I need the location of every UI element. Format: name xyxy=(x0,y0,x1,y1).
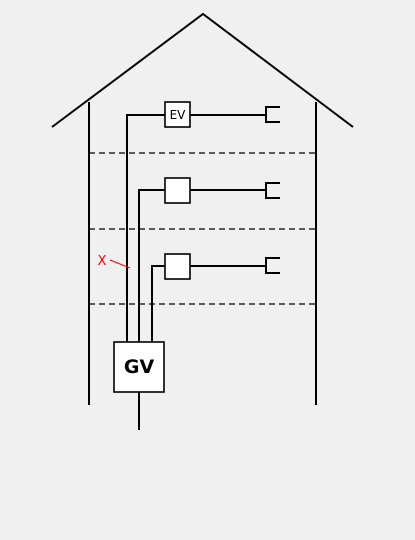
outlet-symbol-3 xyxy=(265,257,280,274)
floor-distributor-label: EV xyxy=(170,108,187,122)
outlet-symbol-2 xyxy=(265,182,280,199)
floor-distributor-2 xyxy=(164,177,191,204)
roof xyxy=(51,12,354,128)
marker-label: X xyxy=(98,254,107,269)
outlet-symbol-1 xyxy=(265,106,280,123)
marker-pointer xyxy=(109,259,131,269)
riser-cable-floor-3 xyxy=(151,265,165,342)
floor-distributor-1 xyxy=(164,101,191,128)
riser-cable-floor-2 xyxy=(138,189,165,342)
main-distributor-label: GV xyxy=(124,356,155,378)
floor-distributor-3 xyxy=(164,253,191,280)
